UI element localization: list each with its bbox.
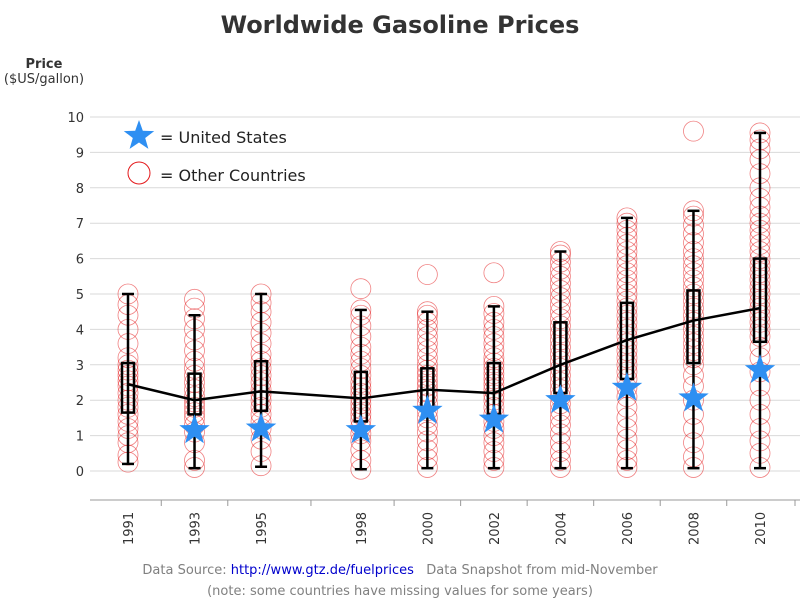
source-prefix: Data Source: [142,563,227,578]
x-tick-label: 2002 [488,512,503,545]
y-tick-label: 6 [76,253,84,268]
x-tick-label: 2006 [621,512,636,545]
x-tick-label: 2000 [421,512,436,545]
y-tick-label: 10 [67,111,84,126]
us-price-stars [179,354,776,444]
y-axis-label: Price [26,57,63,72]
x-tick-label: 2010 [754,512,769,545]
y-tick-label: 2 [76,394,84,409]
us-star [245,412,277,442]
x-axis: 1991 1993 1995 1998 2000 2002 2004 2006 2008 2010 [90,499,800,545]
other-country-point [184,288,205,310]
legend-label-other: = Other Countries [160,166,306,185]
other-country-point [416,264,438,285]
legend-label-us: = United States [160,128,287,147]
us-star [545,384,576,414]
x-tick-label: 1991 [122,512,137,545]
y-axis-unit: ($US/gallon) [4,72,84,87]
x-tick-label: 1993 [189,512,204,545]
median-line [127,306,761,402]
us-star [478,403,510,433]
other-country-point [350,278,372,300]
y-tick-label: 5 [76,288,84,303]
x-tick-label: 2004 [554,512,569,545]
other-country-point [483,262,505,284]
chart-title: Worldwide Gasoline Prices [221,11,580,39]
x-tick-label: 1995 [255,512,270,545]
y-tick-label: 4 [76,323,84,338]
footer-note: (note: some countries have missing value… [207,584,593,599]
y-axis-ticks: 0 1 2 3 4 5 6 7 8 9 10 [67,111,84,480]
legend: = United States = Other Countries [123,120,306,185]
box-iqr [187,372,202,416]
y-tick-label: 0 [76,465,84,480]
us-star [744,354,776,384]
y-tick-label: 3 [76,359,84,374]
us-star [345,414,377,444]
other-country-point [683,120,704,142]
footer-source: Data Source: http://www.gtz.de/fuelprice… [0,563,800,578]
snapshot-text: Data Snapshot from mid-November [426,563,658,578]
us-star [678,382,709,412]
x-tick-label: 2008 [687,512,702,545]
y-tick-label: 9 [76,146,84,161]
y-tick-label: 7 [76,217,84,232]
y-tick-label: 1 [76,430,84,445]
box-iqr [253,360,269,413]
legend-star-icon [123,120,155,149]
box-iqr [752,257,768,344]
source-link[interactable]: http://www.gtz.de/fuelprices [230,563,414,578]
us-star [179,414,210,444]
x-tick-label: 1998 [355,512,370,545]
legend-circle-icon [127,161,151,185]
median-polyline [127,306,761,402]
us-star [412,394,443,424]
y-tick-label: 8 [76,182,84,197]
gridlines [90,116,800,472]
box-iqr [120,361,136,414]
us-star [611,371,643,401]
box-iqr [686,289,701,365]
